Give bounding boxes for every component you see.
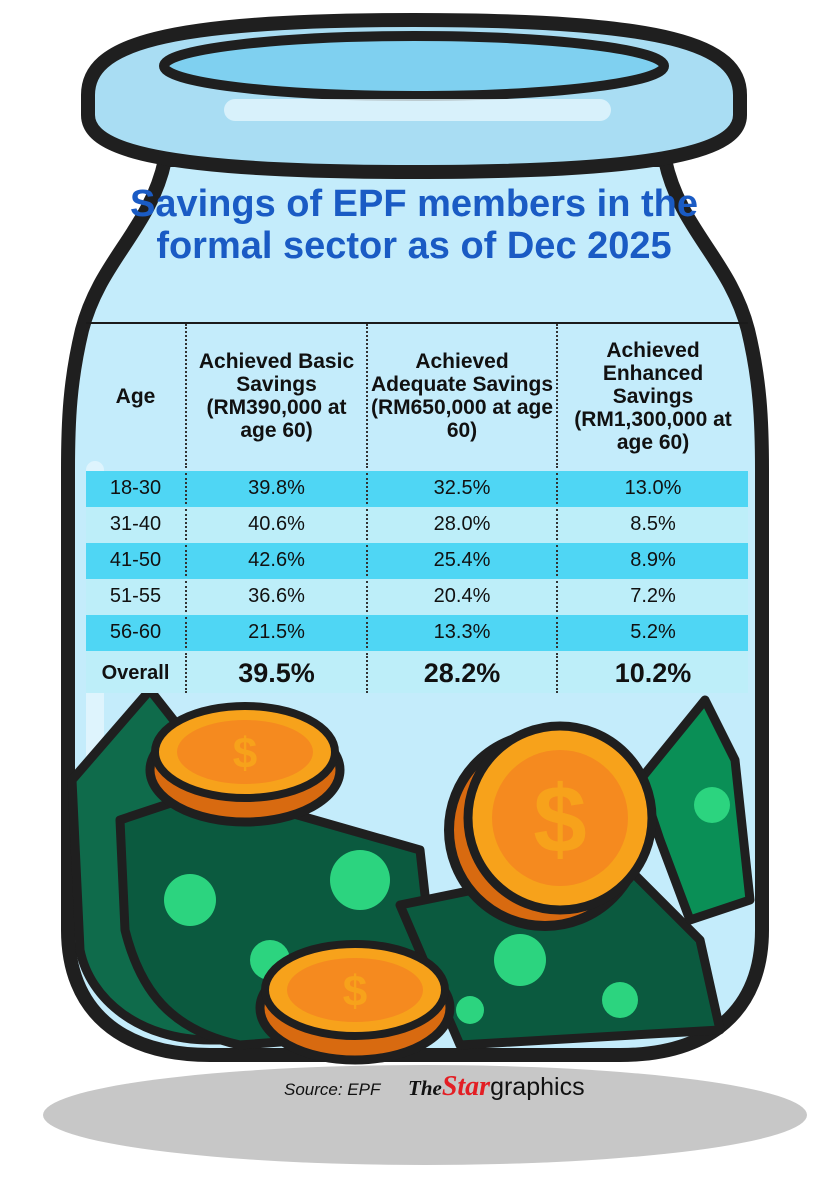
cell-adequate: 28.0% bbox=[366, 506, 557, 543]
header-enhanced-savings: Achieved Enhanced Savings (RM1,300,000 a… bbox=[556, 323, 748, 471]
brand-logo: TheStargraphics bbox=[408, 1071, 585, 1103]
brand-the: The bbox=[408, 1076, 442, 1100]
cell-enhanced: 7.2% bbox=[556, 578, 748, 615]
svg-text:$: $ bbox=[533, 766, 586, 873]
svg-text:$: $ bbox=[343, 967, 367, 1016]
chart-title: Savings of EPF members in the formal sec… bbox=[129, 183, 699, 267]
cell-adequate: 25.4% bbox=[366, 542, 557, 579]
coin-bottom: $ bbox=[255, 940, 455, 1065]
table-row: 18-30 39.8% 32.5% 13.0% bbox=[86, 470, 748, 507]
jar-mouth bbox=[159, 31, 669, 101]
table-row: 56-60 21.5% 13.3% 5.2% bbox=[86, 614, 748, 651]
cell-adequate: 13.3% bbox=[366, 614, 557, 651]
brand-graphics: graphics bbox=[490, 1073, 585, 1101]
cell-enhanced: 8.9% bbox=[556, 542, 748, 579]
cell-enhanced: 13.0% bbox=[556, 470, 748, 507]
cell-adequate: 32.5% bbox=[366, 470, 557, 507]
savings-table: Age Achieved Basic Savings (RM390,000 at… bbox=[86, 322, 748, 693]
cell-enhanced: 5.2% bbox=[556, 614, 748, 651]
header-age: Age bbox=[115, 384, 156, 408]
jar-shadow bbox=[43, 1065, 807, 1165]
overall-row: Overall 39.5% 28.2% 10.2% bbox=[86, 650, 748, 693]
overall-label: Overall bbox=[86, 650, 186, 693]
cell-basic: 40.6% bbox=[185, 506, 367, 543]
overall-adequate: 28.2% bbox=[366, 650, 557, 693]
table-header-row: Age Achieved Basic Savings (RM390,000 at… bbox=[86, 323, 748, 471]
cell-age: 41-50 bbox=[86, 542, 186, 579]
cell-basic: 21.5% bbox=[185, 614, 367, 651]
svg-text:$: $ bbox=[233, 729, 257, 778]
cell-adequate: 20.4% bbox=[366, 578, 557, 615]
header-adequate-savings: Achieved Adequate Savings (RM650,000 at … bbox=[366, 323, 557, 471]
cell-age: 31-40 bbox=[86, 506, 186, 543]
cell-enhanced: 8.5% bbox=[556, 506, 748, 543]
brand-star: Star bbox=[441, 1071, 491, 1102]
header-basic-savings: Achieved Basic Savings (RM390,000 at age… bbox=[185, 323, 367, 471]
table-row: 41-50 42.6% 25.4% 8.9% bbox=[86, 542, 748, 579]
cell-basic: 36.6% bbox=[185, 578, 367, 615]
cell-basic: 39.8% bbox=[185, 470, 367, 507]
cell-age: 51-55 bbox=[86, 578, 186, 615]
cell-age: 18-30 bbox=[86, 470, 186, 507]
overall-basic: 39.5% bbox=[185, 650, 367, 693]
cell-age: 56-60 bbox=[86, 614, 186, 651]
cell-basic: 42.6% bbox=[185, 542, 367, 579]
coin-right: $ bbox=[444, 721, 657, 931]
table-row: 51-55 36.6% 20.4% 7.2% bbox=[86, 578, 748, 615]
source-credit: Source: EPF bbox=[284, 1080, 381, 1099]
table-row: 31-40 40.6% 28.0% 8.5% bbox=[86, 506, 748, 543]
coin-top-left: $ bbox=[145, 702, 345, 827]
overall-enhanced: 10.2% bbox=[556, 650, 748, 693]
